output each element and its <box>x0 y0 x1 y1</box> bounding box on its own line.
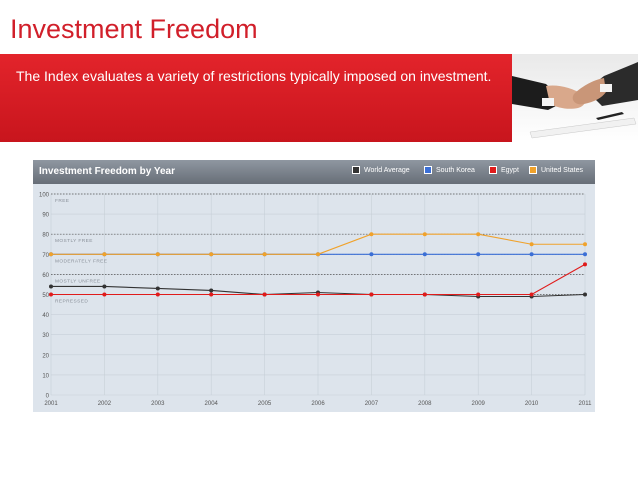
x-tick-label-2005: 2005 <box>258 401 272 407</box>
chart-header: Investment Freedom by Year World Average… <box>33 160 595 184</box>
page-title: Investment Freedom <box>10 14 258 44</box>
band-label-3: MOSTLY UNFREE <box>55 278 101 284</box>
description-text: The Index evaluates a variety of restric… <box>16 68 492 84</box>
legend-united-states[interactable]: United States <box>529 166 583 174</box>
point-egypt-2007 <box>369 292 374 297</box>
point-south-korea-2010 <box>529 252 534 257</box>
y-tick-label-30: 30 <box>42 333 49 339</box>
y-tick-label-40: 40 <box>42 313 49 319</box>
x-tick-label-2009: 2009 <box>472 401 486 407</box>
point-south-korea-2007 <box>369 252 374 257</box>
point-united-states-2007 <box>369 232 374 237</box>
legend-label-egypt: Egypt <box>501 166 519 174</box>
legend-world-average[interactable]: World Average <box>352 166 410 174</box>
description-banner: The Index evaluates a variety of restric… <box>0 54 638 142</box>
x-tick-label-2006: 2006 <box>311 401 325 407</box>
x-tick-label-2003: 2003 <box>151 401 165 407</box>
chart-panel: Investment Freedom by Year World Average… <box>33 160 595 412</box>
point-egypt-2011 <box>583 262 587 267</box>
y-tick-label-90: 90 <box>42 213 49 219</box>
point-united-states-2001 <box>49 252 53 257</box>
y-tick-label-100: 100 <box>39 193 50 199</box>
point-egypt-2004 <box>209 292 214 297</box>
point-world-average-2003 <box>155 286 160 291</box>
band-label-0: FREE <box>55 198 69 204</box>
point-egypt-2003 <box>155 292 160 297</box>
legend-south-korea[interactable]: South Korea <box>424 166 475 174</box>
y-tick-label-70: 70 <box>42 253 49 259</box>
point-united-states-2005 <box>262 252 267 257</box>
point-united-states-2009 <box>476 232 481 237</box>
point-south-korea-2008 <box>422 252 427 257</box>
band-label-2: MODERATELY FREE <box>55 258 107 264</box>
y-tick-label-10: 10 <box>42 373 49 379</box>
point-united-states-2008 <box>422 232 427 237</box>
legend-swatch-united-states <box>529 166 537 174</box>
point-egypt-2002 <box>102 292 107 297</box>
point-world-average-2002 <box>102 284 107 289</box>
point-egypt-2010 <box>529 292 534 297</box>
point-egypt-2008 <box>422 292 427 297</box>
point-south-korea-2011 <box>583 252 587 257</box>
y-tick-label-0: 0 <box>46 394 50 400</box>
legend-egypt[interactable]: Egypt <box>489 166 519 174</box>
point-world-average-2001 <box>49 284 53 289</box>
point-united-states-2010 <box>529 242 534 247</box>
point-world-average-2004 <box>209 288 214 293</box>
point-united-states-2006 <box>316 252 320 257</box>
point-united-states-2011 <box>583 242 587 247</box>
x-tick-label-2010: 2010 <box>525 401 539 407</box>
y-tick-label-20: 20 <box>42 353 49 359</box>
plot-area: 0 10 20 30 40 50 60 70 80 90 100 2001 2002 2003 2004 20… <box>39 193 593 408</box>
point-south-korea-2009 <box>476 252 481 257</box>
point-world-average-2011 <box>583 292 587 297</box>
legend-swatch-world-average <box>352 166 360 174</box>
x-tick-label-2007: 2007 <box>365 401 379 407</box>
point-egypt-2005 <box>262 292 267 297</box>
y-tick-label-60: 60 <box>42 273 49 279</box>
x-tick-label-2001: 2001 <box>44 401 58 407</box>
legend-label-south-korea: South Korea <box>436 166 475 174</box>
x-tick-label-2011: 2011 <box>579 401 593 407</box>
x-tick-label-2004: 2004 <box>205 401 219 407</box>
point-egypt-2009 <box>476 292 481 297</box>
x-tick-label-2002: 2002 <box>98 401 112 407</box>
band-label-4: REPRESSED <box>55 299 88 305</box>
point-united-states-2003 <box>155 252 160 257</box>
legend-label-world-average: World Average <box>364 166 410 174</box>
handshake-image <box>512 54 638 142</box>
point-united-states-2002 <box>102 252 107 257</box>
y-tick-label-50: 50 <box>42 293 49 299</box>
point-egypt-2006 <box>316 292 320 297</box>
chart-title: Investment Freedom by Year <box>39 166 175 177</box>
y-tick-label-80: 80 <box>42 233 49 239</box>
point-united-states-2004 <box>209 252 214 257</box>
x-tick-label-2008: 2008 <box>418 401 432 407</box>
legend-swatch-egypt <box>489 166 497 174</box>
point-egypt-2001 <box>49 292 53 297</box>
legend-label-united-states: United States <box>541 166 584 174</box>
band-label-1: MOSTLY FREE <box>55 238 93 244</box>
legend-swatch-south-korea <box>424 166 432 174</box>
